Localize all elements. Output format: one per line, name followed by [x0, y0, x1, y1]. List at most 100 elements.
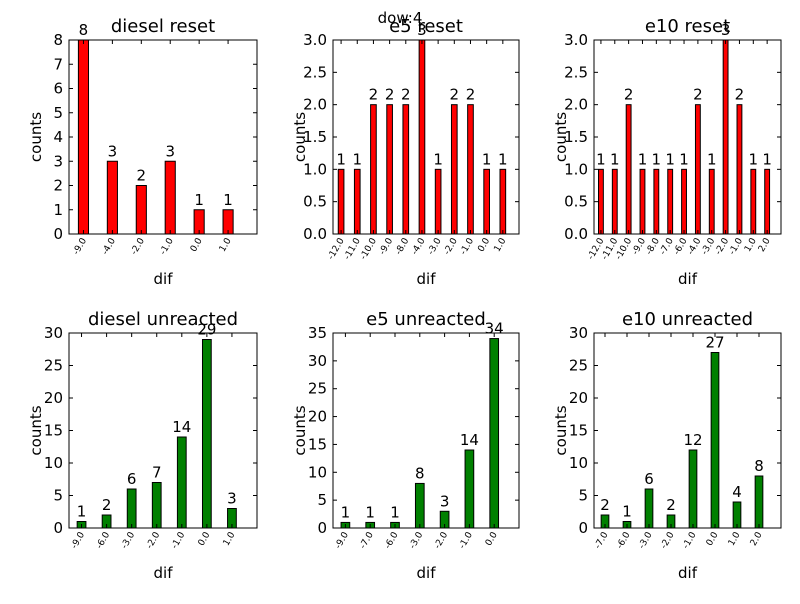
bar-value-label: 8 — [79, 21, 89, 39]
bar-value-label: 1 — [596, 150, 606, 168]
x-axis-label: dif — [678, 270, 698, 288]
bar-value-label: 2 — [466, 86, 476, 104]
x-tick-label: -3.0 — [408, 530, 426, 550]
subplot-title: diesel reset — [111, 16, 215, 37]
subplot-title: e5 unreacted — [366, 309, 486, 330]
x-tick-label: -3.0 — [120, 530, 138, 550]
y-tick-label: 0 — [317, 519, 327, 537]
bar — [135, 185, 147, 235]
x-tick-label: 0.0 — [189, 236, 205, 254]
bar-value-label: 1 — [365, 503, 375, 521]
bar — [722, 39, 729, 235]
bar-value-label: 14 — [460, 431, 479, 449]
y-tick-label: 3.0 — [564, 31, 588, 49]
y-tick-label: 0 — [53, 225, 63, 243]
x-tick-label: -7.0 — [593, 530, 611, 550]
x-tick-label: 1.0 — [222, 530, 238, 548]
y-tick-label: 3.0 — [303, 31, 327, 49]
x-tick-label: -2.0 — [433, 530, 451, 550]
bar-value-label: 2 — [735, 86, 745, 104]
bar — [736, 104, 743, 235]
x-tick-label: -1.0 — [158, 236, 176, 256]
bar-value-label: 2 — [624, 86, 634, 104]
bar-value-label: 3 — [108, 142, 118, 160]
bar-value-label: 1 — [638, 150, 648, 168]
y-tick-label: 25 — [44, 357, 63, 375]
y-tick-label: 0 — [578, 519, 588, 537]
x-tick-label: -8.0 — [644, 236, 662, 256]
x-tick-label: -2.0 — [714, 236, 732, 256]
bar — [386, 104, 393, 235]
y-tick-label: 0 — [53, 519, 63, 537]
subplot-title: e10 unreacted — [622, 309, 753, 330]
x-axis-label: dif — [417, 270, 437, 288]
y-tick-label: 0.5 — [303, 193, 327, 211]
y-tick-label: 35 — [308, 324, 327, 342]
figure-suptitle: dow:4 — [377, 9, 423, 27]
y-tick-label: 1.0 — [564, 160, 588, 178]
bar — [611, 168, 618, 235]
y-tick-label: 10 — [569, 454, 588, 472]
x-tick-label: -1.0 — [728, 236, 746, 256]
x-tick-label: -1.0 — [458, 530, 476, 550]
bar-value-label: 1 — [336, 150, 346, 168]
y-tick-label: 6 — [53, 80, 63, 98]
x-tick-label: -4.0 — [686, 236, 704, 256]
x-tick-label: -9.0 — [70, 530, 88, 550]
x-tick-label: -4.0 — [101, 236, 119, 256]
y-tick-label: 15 — [308, 435, 327, 453]
bar-value-label: 1 — [665, 150, 675, 168]
y-axis-label: counts — [291, 112, 309, 162]
subplot-title: e10 reset — [645, 16, 730, 37]
x-tick-label: -2.0 — [659, 530, 677, 550]
y-tick-label: 3 — [53, 152, 63, 170]
x-tick-label: -9.0 — [72, 236, 90, 256]
x-tick-label: 2.0 — [757, 236, 773, 254]
x-tick-label: -1.0 — [681, 530, 699, 550]
x-tick-label: -2.0 — [129, 236, 147, 256]
bar-value-label: 1 — [622, 503, 632, 521]
bar-value-label: 1 — [707, 150, 717, 168]
y-tick-label: 4 — [53, 128, 63, 146]
bar-value-label: 1 — [352, 150, 362, 168]
bar — [499, 168, 507, 235]
x-tick-label: -2.0 — [442, 236, 460, 256]
x-tick-label: 0.0 — [484, 530, 500, 548]
x-tick-label: -7.0 — [358, 530, 376, 550]
y-tick-label: 2.5 — [564, 63, 588, 81]
x-tick-label: -9.0 — [631, 236, 649, 256]
bar-value-label: 2 — [450, 86, 460, 104]
y-tick-label: 5 — [53, 104, 63, 122]
bar — [353, 168, 361, 235]
bar-value-label: 12 — [683, 431, 702, 449]
bar-value-label: 1 — [679, 150, 689, 168]
bar — [764, 168, 771, 235]
y-tick-label: 7 — [53, 55, 63, 73]
y-tick-label: 8 — [53, 31, 63, 49]
x-tick-label: -7.0 — [658, 236, 676, 256]
bar — [754, 475, 764, 529]
y-tick-label: 0.0 — [303, 225, 327, 243]
bar — [414, 482, 425, 529]
x-axis-label: dif — [678, 564, 698, 582]
bar — [370, 104, 377, 235]
bar-value-label: 3 — [165, 142, 175, 160]
bar-value-label: 1 — [610, 150, 620, 168]
bar-value-label: 1 — [749, 150, 759, 168]
bar-value-label: 1 — [652, 150, 662, 168]
bar — [434, 168, 442, 235]
y-axis-label: counts — [552, 112, 570, 162]
bar — [653, 168, 660, 235]
y-tick-label: 2.5 — [303, 63, 327, 81]
bar-value-label: 8 — [754, 457, 764, 475]
x-tick-label: 2.0 — [749, 530, 765, 548]
y-tick-label: 25 — [308, 380, 327, 398]
bar-value-label: 1 — [762, 150, 772, 168]
bar — [106, 160, 118, 235]
bar-value-label: 6 — [644, 470, 654, 488]
x-tick-label: -4.0 — [410, 236, 428, 256]
bar — [77, 39, 90, 235]
x-tick-label: -6.0 — [95, 530, 113, 550]
subplot-title: e5 reset — [389, 16, 463, 37]
